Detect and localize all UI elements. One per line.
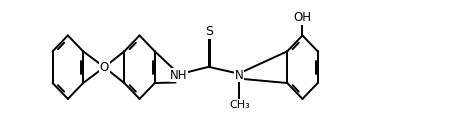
Text: N: N <box>235 69 244 82</box>
Text: NH: NH <box>170 69 187 82</box>
Text: CH₃: CH₃ <box>229 100 250 110</box>
Text: S: S <box>205 25 212 38</box>
Text: OH: OH <box>294 11 312 24</box>
Text: O: O <box>100 61 109 74</box>
